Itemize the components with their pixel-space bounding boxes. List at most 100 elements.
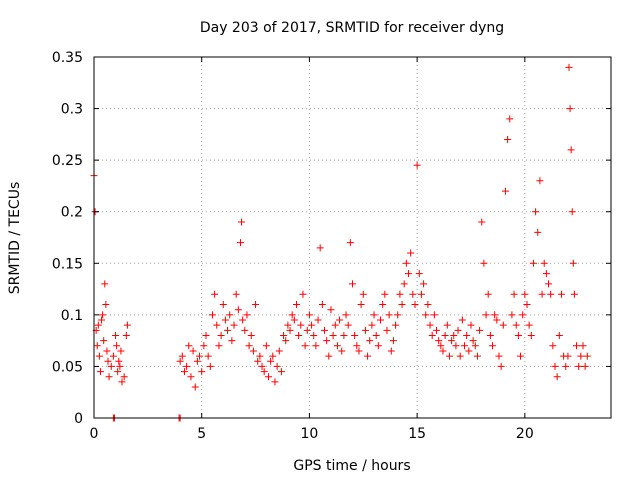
data-point <box>351 331 359 339</box>
data-point <box>286 326 294 334</box>
data-point <box>185 342 193 350</box>
data-point <box>308 321 316 329</box>
data-point <box>368 321 376 329</box>
data-point <box>547 290 555 298</box>
data-point <box>551 362 559 370</box>
data-point <box>254 357 262 365</box>
data-point <box>493 316 501 324</box>
data-point <box>379 301 387 309</box>
data-point <box>445 352 453 360</box>
data-point <box>501 187 509 195</box>
data-point <box>381 290 389 298</box>
data-point <box>461 342 469 350</box>
data-point <box>514 331 522 339</box>
data-point <box>478 218 486 226</box>
data-point <box>249 347 257 355</box>
y-tick-label: 0.1 <box>61 308 83 324</box>
data-point <box>463 331 471 339</box>
x-tick-label: 10 <box>301 426 319 442</box>
data-point <box>93 342 101 350</box>
data-point <box>583 352 591 360</box>
data-point <box>430 311 438 319</box>
data-point <box>471 342 479 350</box>
data-point <box>211 290 219 298</box>
data-point <box>252 301 260 309</box>
data-point <box>476 326 484 334</box>
data-point <box>553 373 561 381</box>
data-point <box>454 326 462 334</box>
x-tick-label: 20 <box>516 426 534 442</box>
data-point <box>115 357 123 365</box>
data-point <box>202 331 210 339</box>
data-point <box>370 311 378 319</box>
data-point <box>549 342 557 350</box>
data-point <box>538 290 546 298</box>
x-tick-label: 0 <box>90 426 99 442</box>
data-point <box>443 321 451 329</box>
data-point <box>534 228 542 236</box>
data-point <box>482 311 490 319</box>
data-point <box>221 316 229 324</box>
data-point <box>469 337 477 345</box>
data-point <box>519 311 527 319</box>
data-point <box>228 337 236 345</box>
data-point <box>545 280 553 288</box>
data-point <box>256 352 264 360</box>
data-point <box>243 311 251 319</box>
data-point <box>314 316 322 324</box>
data-point <box>193 357 201 365</box>
data-point <box>417 290 425 298</box>
y-tick-label: 0.2 <box>61 205 83 221</box>
data-point <box>407 249 415 257</box>
data-point <box>389 337 397 345</box>
y-axis-title: SRMTID / TECUs <box>7 182 23 295</box>
data-point <box>183 362 191 370</box>
grid-lines <box>94 57 611 418</box>
data-point <box>364 352 372 360</box>
data-point <box>269 352 277 360</box>
data-point <box>305 311 313 319</box>
data-point <box>346 239 354 247</box>
y-tick-label: 0.15 <box>52 256 83 272</box>
data-point <box>99 311 107 319</box>
data-point <box>424 301 432 309</box>
data-point <box>100 337 108 345</box>
data-point <box>344 321 352 329</box>
data-point <box>392 321 400 329</box>
data-point <box>525 321 533 329</box>
data-point <box>262 342 270 350</box>
y-tick-label: 0.3 <box>61 102 83 118</box>
data-point <box>264 373 272 381</box>
data-point <box>200 342 208 350</box>
data-point <box>361 326 369 334</box>
data-point <box>532 208 540 216</box>
data-point <box>198 368 206 376</box>
data-point <box>196 352 204 360</box>
data-point <box>569 259 577 267</box>
data-point <box>411 301 419 309</box>
data-point <box>405 270 413 278</box>
data-point <box>323 337 331 345</box>
data-point <box>426 321 434 329</box>
data-point <box>325 352 333 360</box>
data-point <box>215 342 223 350</box>
data-point <box>486 331 494 339</box>
data-point <box>245 342 253 350</box>
data-point <box>290 316 298 324</box>
data-point <box>489 342 497 350</box>
data-point <box>280 331 288 339</box>
data-point <box>581 362 589 370</box>
data-point <box>288 311 296 319</box>
axis-ticks: 0 0.05 0.1 0.15 0.2 0.25 0.3 0.35 0 5 10 15 20 <box>52 50 611 442</box>
data-point <box>98 316 106 324</box>
data-point <box>204 352 212 360</box>
data-point <box>366 337 374 345</box>
data-point <box>301 342 309 350</box>
data-point <box>497 362 505 370</box>
data-point <box>122 331 130 339</box>
data-point <box>565 63 573 71</box>
data-point <box>527 331 535 339</box>
data-point <box>435 337 443 345</box>
data-point <box>467 321 475 329</box>
data-point <box>267 357 275 365</box>
